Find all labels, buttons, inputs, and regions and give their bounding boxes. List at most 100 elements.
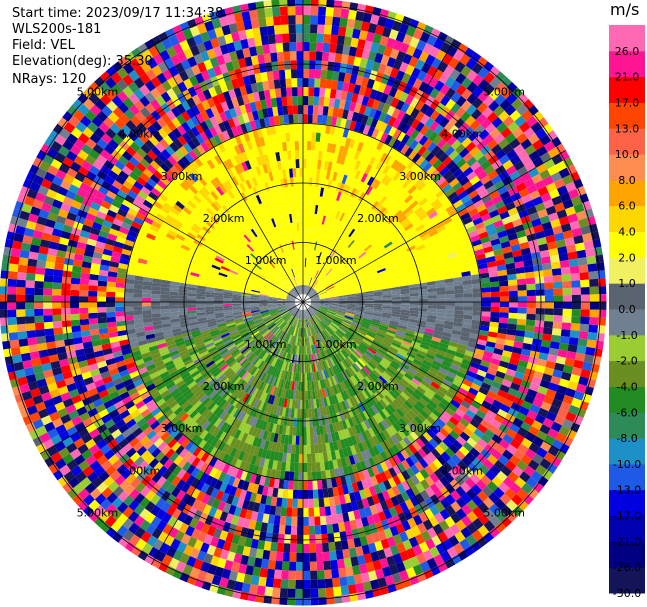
velocity-gate — [341, 223, 348, 233]
velocity-gate — [388, 146, 397, 158]
velocity-gate — [368, 136, 376, 147]
velocity-gate — [316, 261, 321, 271]
velocity-gate — [308, 525, 316, 535]
velocity-gate — [311, 186, 316, 196]
velocity-gate — [310, 588, 319, 598]
velocity-gate — [429, 46, 440, 58]
velocity-gate — [363, 106, 372, 117]
velocity-gate — [307, 276, 311, 286]
velocity-gate — [329, 259, 337, 268]
velocity-gate — [388, 136, 397, 147]
velocity-gate — [409, 36, 420, 49]
velocity-gate — [365, 185, 374, 196]
velocity-gate — [386, 76, 396, 87]
velocity-gate — [459, 176, 470, 187]
velocity-gate — [424, 106, 435, 118]
velocity-gate — [343, 224, 350, 234]
velocity-gate — [530, 121, 543, 134]
velocity-gate — [425, 54, 436, 66]
velocity-gate — [436, 176, 446, 186]
velocity-gate — [346, 251, 355, 260]
velocity-gate — [533, 111, 544, 122]
velocity-gate — [342, 45, 351, 56]
velocity-gate — [304, 222, 308, 232]
velocity-gate — [358, 104, 367, 115]
velocity-gate — [578, 331, 589, 340]
velocity-gate — [434, 91, 446, 103]
velocity-gate — [509, 138, 521, 150]
velocity-gate — [579, 272, 590, 281]
velocity-gate — [356, 250, 366, 258]
velocity-gate — [436, 305, 446, 310]
velocity-gate — [404, 242, 415, 250]
velocity-gate — [298, 462, 303, 472]
velocity-gate — [308, 249, 312, 259]
velocity-gate — [340, 155, 347, 165]
velocity-gate — [422, 188, 433, 198]
velocity-gate — [535, 289, 545, 296]
velocity-gate — [315, 177, 320, 187]
velocity-gate — [306, 168, 311, 178]
velocity-gate — [349, 120, 357, 131]
velocity-gate — [425, 152, 435, 163]
velocity-gate — [395, 70, 406, 81]
velocity-gate — [391, 207, 401, 216]
velocity-gate — [362, 184, 370, 194]
velocity-gate — [312, 204, 316, 214]
velocity-gate — [537, 117, 549, 129]
velocity-gate — [481, 297, 491, 302]
velocity-gate — [367, 234, 376, 243]
velocity-gate — [335, 549, 344, 560]
velocity-gate — [306, 276, 309, 286]
velocity-gate — [308, 222, 312, 232]
velocity-gate — [436, 302, 446, 306]
velocity-gate — [392, 59, 403, 71]
velocity-gate — [376, 217, 386, 227]
velocity-gate — [442, 183, 453, 194]
velocity-gate — [260, 558, 270, 569]
velocity-gate — [464, 115, 476, 127]
velocity-gate — [323, 206, 329, 217]
velocity-gate — [445, 174, 457, 184]
velocity-gate — [286, 507, 293, 517]
velocity-gate — [380, 222, 390, 231]
velocity-gate — [320, 263, 326, 273]
velocity-gate — [455, 186, 466, 196]
velocity-gate — [327, 270, 335, 278]
velocity-gate — [318, 497, 325, 508]
velocity-gate — [504, 104, 517, 116]
velocity-gate — [303, 87, 309, 97]
velocity-gate — [372, 257, 382, 264]
velocity-gate — [325, 515, 333, 525]
velocity-gate — [472, 292, 482, 298]
velocity-gate — [303, 480, 308, 490]
velocity-gate — [330, 34, 339, 45]
velocity-gate — [372, 33, 382, 45]
velocity-gate — [361, 256, 371, 264]
velocity-gate — [457, 132, 468, 144]
velocity-gate — [436, 290, 446, 295]
velocity-gate — [332, 279, 342, 285]
velocity-gate — [346, 18, 356, 29]
velocity-gate — [340, 233, 347, 243]
velocity-gate — [472, 306, 482, 312]
velocity-gate — [308, 258, 312, 268]
velocity-gate — [455, 143, 466, 155]
velocity-gate — [490, 175, 502, 185]
velocity-gate — [460, 65, 472, 78]
velocity-gate — [338, 71, 346, 82]
velocity-gate — [305, 258, 308, 268]
velocity-gate — [396, 110, 406, 121]
velocity-gate — [273, 515, 281, 525]
velocity-gate — [306, 417, 310, 427]
velocity-gate — [421, 148, 431, 160]
velocity-gate — [335, 220, 342, 230]
velocity-gate — [307, 231, 311, 241]
velocity-gate — [463, 288, 473, 294]
velocity-gate — [439, 106, 451, 118]
velocity-gate — [367, 50, 377, 62]
velocity-gate — [526, 289, 536, 297]
velocity-gate — [349, 148, 357, 159]
velocity-gate — [303, 0, 311, 7]
velocity-gate — [314, 150, 319, 160]
